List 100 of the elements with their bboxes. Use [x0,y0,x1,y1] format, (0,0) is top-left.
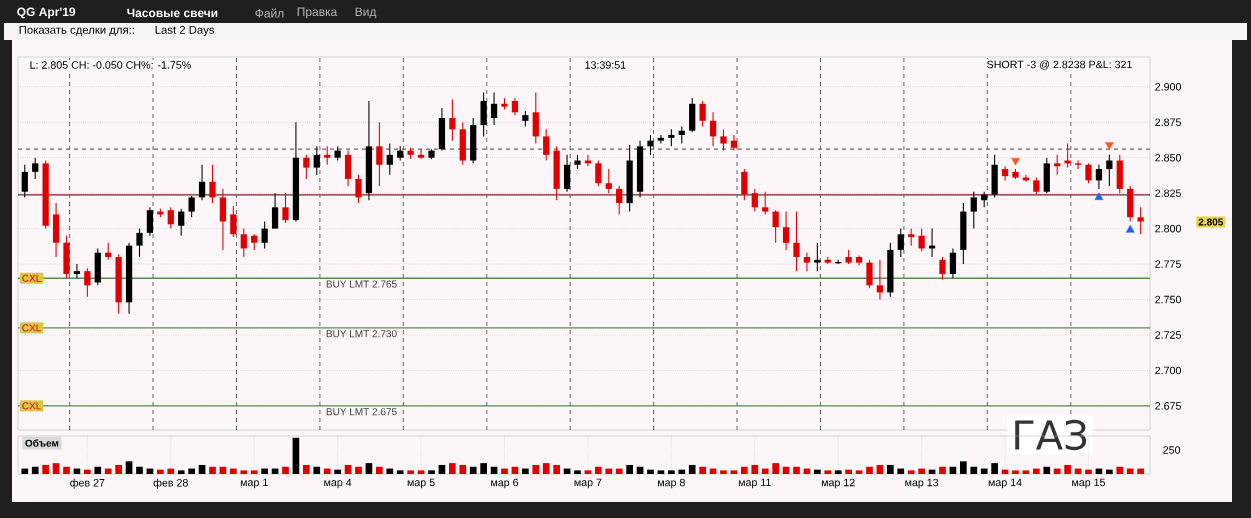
candlestick [271,192,279,230]
candlestick [720,128,727,152]
bar [396,470,404,474]
text: Вид [355,7,377,19]
bar [438,464,446,474]
bar [303,464,310,474]
chart-title: Объем [25,439,59,447]
bar [720,470,727,474]
text: 2.805 [1198,218,1224,226]
annotation: CXL [22,324,41,332]
candlestick [303,154,310,180]
bar [407,470,414,474]
bar [323,468,331,474]
bar [970,466,978,474]
bar [678,469,686,474]
bar [282,466,289,474]
candlestick [1106,154,1113,187]
bar [688,464,696,474]
bar [250,470,258,474]
bar [553,464,560,474]
bar [52,463,60,474]
candlestick [772,209,779,244]
bar [1064,464,1071,474]
candlestick [803,252,811,272]
text: Last 2 Days [155,25,215,37]
bar [417,470,425,474]
candlestick [1074,159,1082,170]
y-tick-label: 2.825 [1155,189,1181,197]
bar [188,468,195,474]
bar [1022,470,1030,474]
bar [355,466,362,474]
bar [772,463,779,474]
bar [365,463,373,474]
candlestick [616,185,623,215]
annotation: L: 2.805 CH: -0.050 CH%: -1.75% [30,61,191,69]
x-tick-label: мар 7 [574,478,602,489]
bar [668,470,675,474]
bar [939,466,946,474]
candlestick [84,267,91,298]
bar [532,464,540,474]
bar [918,468,925,474]
bar [761,468,769,474]
bar [834,470,842,474]
candlestick [282,192,289,224]
candlestick [605,168,612,194]
candlestick [313,145,320,176]
y-tick-label: 2.775 [1155,260,1181,268]
bar [1012,470,1019,474]
y-tick-label: 2.900 [1155,83,1181,91]
candlestick [866,259,873,289]
x-tick-label: фев 28 [153,478,188,489]
bar [907,470,915,474]
bar [1033,468,1040,474]
candlestick [261,220,268,249]
candlestick [490,91,498,126]
candlestick [240,228,247,258]
text: Показать сделки для:: [19,25,134,37]
candlestick [21,164,28,198]
x-tick-label: мар 4 [324,478,352,489]
candlestick [417,148,425,160]
bar [428,470,435,474]
bar [615,468,623,474]
x-tick-label: мар 12 [821,478,855,489]
bar [376,466,383,474]
y-tick-label: 2.875 [1155,118,1181,127]
bar [449,463,456,474]
x-tick-label: мар 6 [491,478,519,489]
bar [855,470,863,474]
bar [991,463,998,474]
candlestick [178,208,185,237]
candlestick [595,159,602,187]
x-tick-label: мар 15 [1072,478,1106,489]
candlestick [209,164,216,204]
bar [94,466,102,474]
x-tick-label: мар 5 [407,478,435,489]
y-tick-label: 2.800 [1155,224,1181,233]
annotation: SHORT -3 @ 2.8238 P&L: 321 [987,60,1132,70]
candlestick [376,121,383,187]
ref-line-label: BUY LMT 2.765 [326,280,397,288]
bar [793,466,800,474]
candlestick [188,195,195,218]
annotation: ГАЗ [1015,419,1087,451]
candlestick [1137,206,1144,235]
bar [741,466,748,474]
bar [887,464,894,474]
bar [501,468,508,474]
bar [230,468,237,474]
bar [897,468,905,474]
candlestick [73,263,81,279]
bar [125,461,133,474]
bar [657,470,665,474]
bar [261,468,268,474]
candlestick [1001,165,1009,181]
candlestick [386,142,393,176]
candlestick [543,128,550,162]
x-tick-label: фев 27 [70,478,105,489]
x-tick-label: мар 13 [905,478,939,489]
bar [63,466,70,474]
candlestick [730,134,738,152]
candlestick [449,99,456,142]
